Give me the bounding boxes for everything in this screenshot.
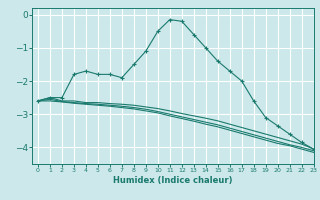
X-axis label: Humidex (Indice chaleur): Humidex (Indice chaleur) <box>113 176 233 185</box>
